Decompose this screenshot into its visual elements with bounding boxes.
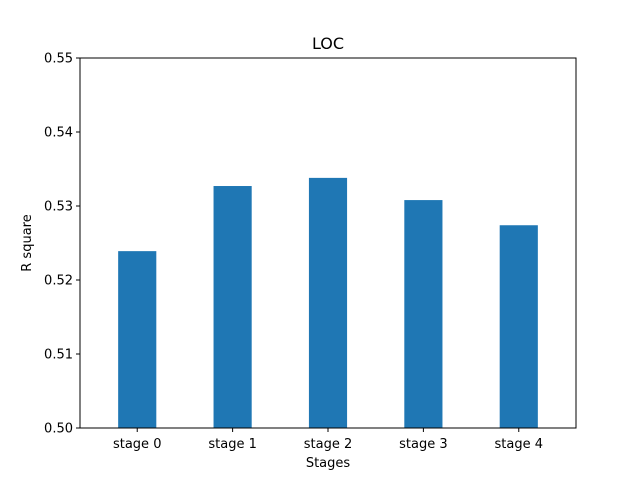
y-tick-label: 0.52 — [44, 274, 73, 289]
bar-stage-3 — [404, 200, 443, 428]
bars-group — [118, 177, 538, 428]
y-tick-label: 0.51 — [44, 348, 73, 363]
bar-stage-1 — [213, 186, 252, 428]
x-tick-label: stage 4 — [495, 437, 544, 452]
y-axis-ticks: 0.50 0.51 0.52 0.53 0.54 0.55 — [44, 52, 80, 437]
x-tick-label: stage 3 — [399, 437, 448, 452]
x-tick-label: stage 0 — [113, 437, 162, 452]
y-tick-label: 0.50 — [44, 422, 73, 437]
x-axis-ticks: stage 0 stage 1 stage 2 stage 3 stage 4 — [113, 428, 543, 452]
x-tick-label: stage 2 — [304, 437, 353, 452]
x-axis-label: Stages — [306, 456, 351, 471]
y-tick-label: 0.54 — [44, 126, 73, 141]
chart-title: LOC — [312, 34, 344, 53]
y-tick-label: 0.53 — [44, 200, 73, 215]
bar-stage-4 — [499, 225, 538, 428]
plot-frame — [79, 57, 577, 429]
y-axis-label: R square — [20, 214, 35, 271]
x-tick-label: stage 1 — [208, 437, 257, 452]
bar-stage-2 — [308, 177, 348, 428]
y-tick-label: 0.55 — [44, 52, 73, 67]
bar-stage-0 — [118, 251, 157, 428]
